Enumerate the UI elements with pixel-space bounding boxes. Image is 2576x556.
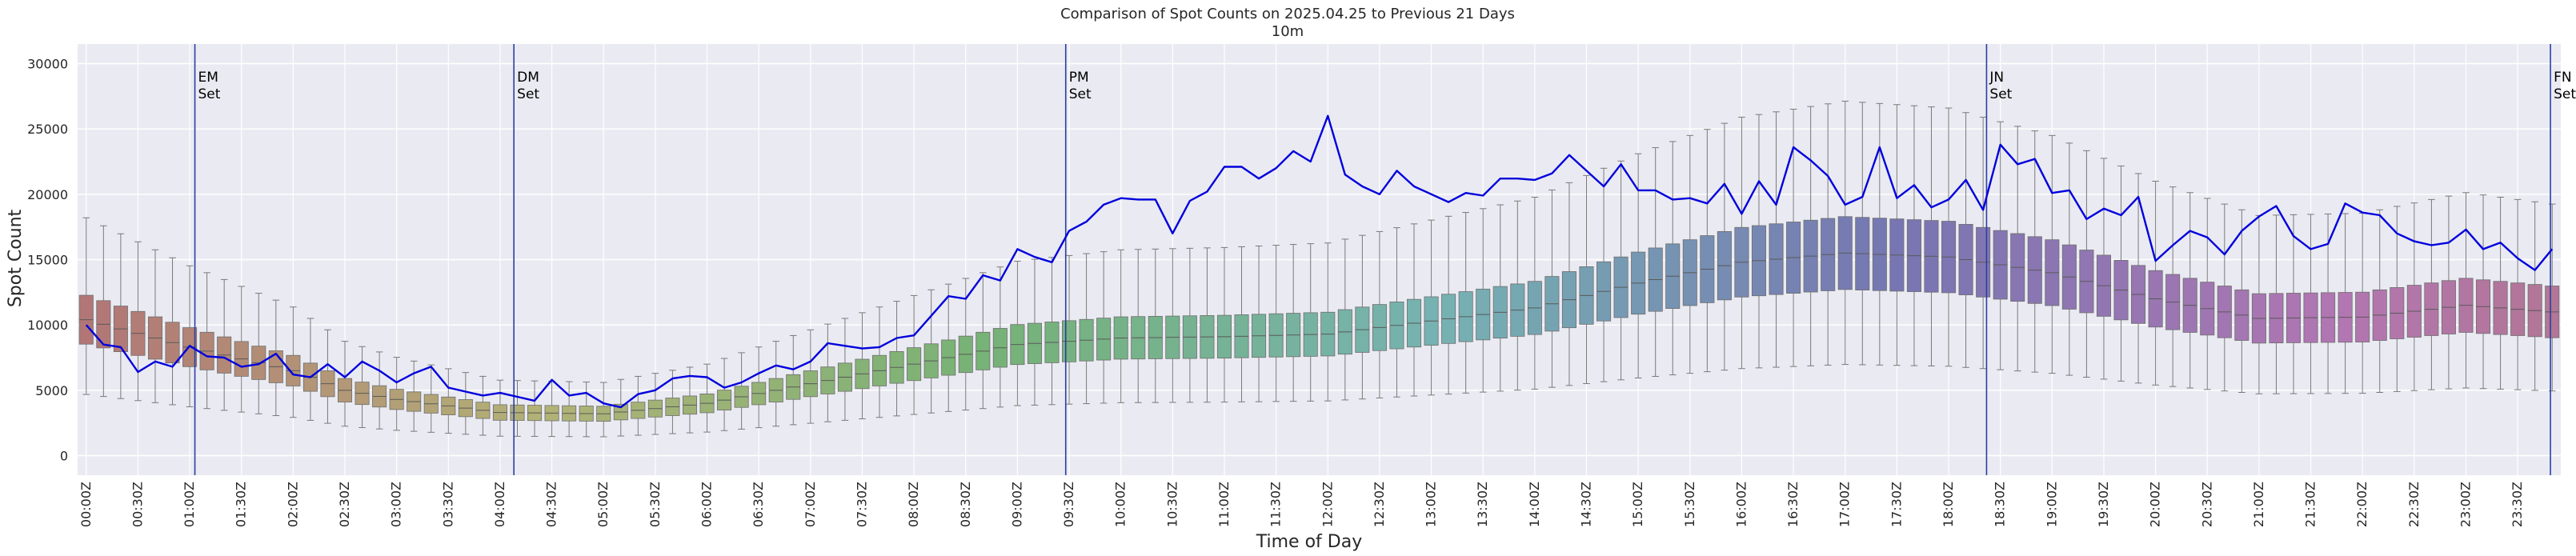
x-tick-label: 16:00Z [1733,482,1749,527]
x-tick-label: 03:00Z [389,482,404,527]
x-tick-label: 00:30Z [130,482,145,527]
chart-subtitle: 10m [1272,23,1304,40]
set-marker-label: Set [1989,86,2012,102]
x-tick-label: 13:00Z [1424,482,1439,527]
x-tick-label: 23:30Z [2510,482,2525,527]
set-marker-label: Set [2554,86,2576,102]
x-tick-label: 01:30Z [234,482,249,527]
set-marker-label: PM [1069,70,1089,86]
x-tick-label: 19:30Z [2096,482,2111,527]
x-tick-label: 19:00Z [2044,482,2059,527]
y-tick-label: 10000 [27,318,68,333]
x-tick-label: 07:00Z [803,482,818,527]
y-tick-label: 25000 [27,122,68,137]
x-tick-label: 21:30Z [2303,482,2318,527]
set-marker-label: DM [517,70,539,86]
x-tick-label: 16:30Z [1785,482,1801,527]
x-tick-label: 22:00Z [2354,482,2370,527]
x-tick-label: 22:30Z [2406,482,2422,527]
set-marker-label: Set [1069,86,1092,102]
x-tick-label: 11:00Z [1216,482,1232,527]
x-tick-label: 12:30Z [1372,482,1387,527]
x-tick-label: 09:30Z [1061,482,1076,527]
x-tick-label: 01:00Z [182,482,197,527]
x-tick-label: 11:30Z [1268,482,1284,527]
set-marker-label: JN [1989,70,2004,86]
set-marker-label: Set [517,86,539,102]
y-tick-label: 0 [60,449,68,464]
x-tick-label: 02:00Z [285,482,300,527]
x-tick-label: 15:00Z [1630,482,1645,527]
x-tick-label: 06:30Z [751,482,766,527]
y-tick-label: 15000 [27,253,68,268]
chart-title: Comparison of Spot Counts on 2025.04.25 … [1060,6,1515,22]
x-tick-label: 10:00Z [1113,482,1128,527]
x-tick-label: 18:00Z [1941,482,1956,527]
set-marker-label: EM [198,70,218,86]
x-tick-label: 14:00Z [1527,482,1542,527]
y-tick-label: 5000 [35,383,68,398]
x-tick-label: 12:00Z [1320,482,1335,527]
x-tick-label: 21:00Z [2251,482,2266,527]
x-tick-label: 03:30Z [440,482,455,527]
x-tick-label: 10:30Z [1164,482,1180,527]
x-tick-label: 07:30Z [854,482,869,527]
set-marker-label: FN [2554,70,2572,86]
x-tick-label: 20:00Z [2148,482,2163,527]
x-tick-label: 05:00Z [595,482,611,527]
x-tick-label: 02:30Z [337,482,352,527]
x-tick-label: 17:30Z [1889,482,1904,527]
y-tick-label: 30000 [27,57,68,72]
x-tick-label: 14:30Z [1579,482,1594,527]
x-tick-label: 18:30Z [1993,482,2008,527]
x-tick-label: 17:00Z [1837,482,1853,527]
x-tick-label: 09:00Z [1009,482,1024,527]
x-tick-label: 23:00Z [2458,482,2473,527]
x-tick-label: 04:30Z [544,482,559,527]
series-line [85,114,2554,409]
x-tick-label: 05:30Z [647,482,663,527]
y-axis-label: Spot Count [6,209,26,307]
x-tick-label: 04:00Z [492,482,507,527]
x-tick-label: 08:30Z [958,482,973,527]
x-tick-label: 15:30Z [1682,482,1697,527]
x-tick-label: 00:00Z [78,482,94,527]
x-tick-label: 13:30Z [1475,482,1490,527]
x-tick-label: 20:30Z [2199,482,2214,527]
set-marker-label: Set [198,86,221,102]
x-tick-label: 08:00Z [906,482,921,527]
x-tick-label: 06:00Z [699,482,715,527]
plot-area: 0 5000 10000 15000 20000 25000 30000 00:00Z 00:3… [27,44,2576,527]
y-tick-label: 20000 [27,187,68,202]
x-axis-label: Time of Day [1256,532,1362,552]
